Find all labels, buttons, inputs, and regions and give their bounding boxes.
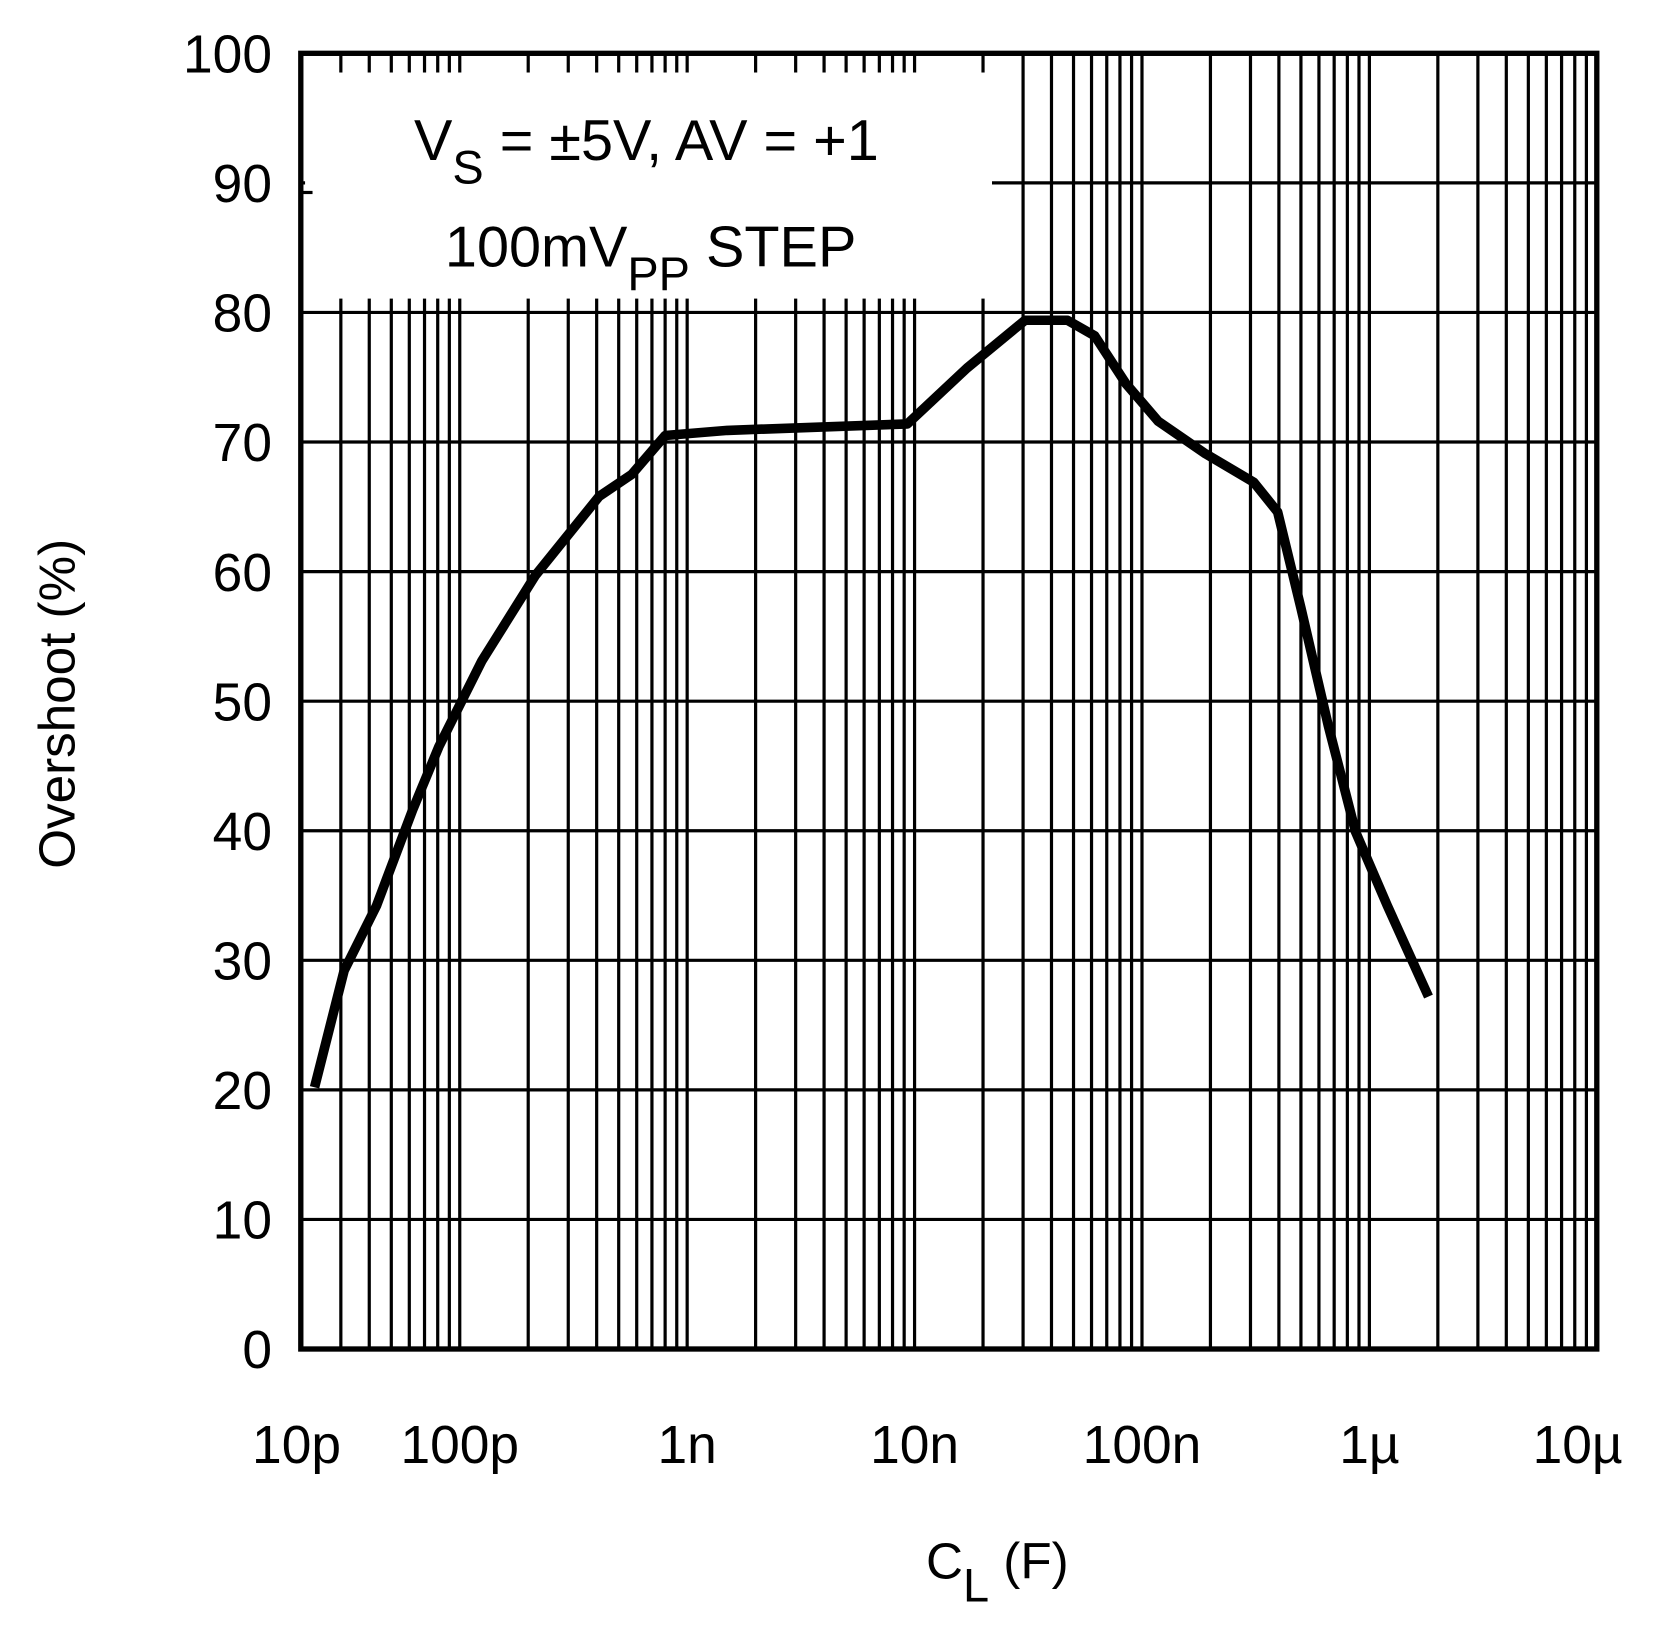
x-tick-label: 1µ [1339, 1416, 1399, 1475]
x-tick-label: 10n [870, 1416, 959, 1475]
y-tick-label: 20 [213, 1062, 272, 1121]
y-tick-label: 40 [213, 803, 272, 862]
x-axis-label: CL (F) [926, 1532, 1069, 1611]
series-line [309, 315, 1433, 1089]
annotation-line-1: VS = ±5V, AV = +1 [414, 109, 879, 193]
x-tick-label: 100n [1083, 1416, 1202, 1475]
annotation-box-background [305, 72, 993, 299]
y-tick-label: 100 [183, 26, 272, 85]
y-tick-label: 10 [213, 1192, 272, 1251]
y-axis-label: Overshoot (%) [29, 539, 86, 869]
annotation-line-2: 100mVPP STEP [445, 216, 856, 300]
y-tick-label: 0 [242, 1321, 272, 1380]
x-tick-label: 100p [400, 1416, 519, 1475]
plot-border [298, 50, 1600, 1352]
y-tick-label: 70 [213, 414, 272, 473]
y-tick-label: 90 [213, 155, 272, 214]
y-tick-label: 80 [213, 285, 272, 344]
plot-frame [298, 50, 1600, 1352]
y-tick-label: 30 [213, 932, 272, 991]
series-points [314, 320, 1428, 1087]
x-tick-label: 10p [252, 1416, 341, 1475]
x-tick-label: 10µ [1533, 1416, 1623, 1475]
y-tick-label: 60 [213, 544, 272, 603]
x-tick-labels: 10p 100p 1n 10n 100n 1µ 10µ [252, 1416, 1623, 1475]
y-tick-label: 50 [213, 673, 272, 732]
y-tick-labels: 0 10 20 30 40 50 60 70 80 90 100 [183, 26, 272, 1381]
x-tick-label: 1n [658, 1416, 717, 1475]
